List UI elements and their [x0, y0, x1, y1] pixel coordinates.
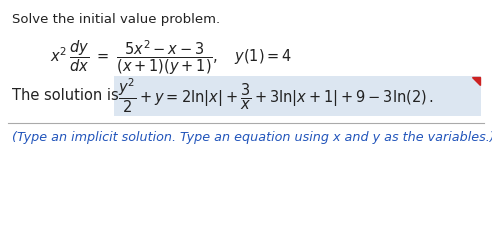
Text: The solution is: The solution is — [12, 89, 123, 103]
FancyBboxPatch shape — [114, 76, 481, 116]
Text: Solve the initial value problem.: Solve the initial value problem. — [12, 13, 220, 26]
Text: $x^2\,\dfrac{dy}{dx}\ =\ \dfrac{5x^2-x-3}{(x+1)(y+1)},\quad y(1)=4$: $x^2\,\dfrac{dy}{dx}\ =\ \dfrac{5x^2-x-3… — [50, 39, 292, 77]
Text: $\dfrac{y^2}{2}+y=2\ln|x|+\dfrac{3}{x}+3\ln|x+1|+9-3\ln(2)\,.$: $\dfrac{y^2}{2}+y=2\ln|x|+\dfrac{3}{x}+3… — [118, 77, 434, 115]
Text: (Type an implicit solution. Type an equation using x and y as the variables.): (Type an implicit solution. Type an equa… — [12, 131, 492, 144]
Polygon shape — [472, 77, 480, 85]
